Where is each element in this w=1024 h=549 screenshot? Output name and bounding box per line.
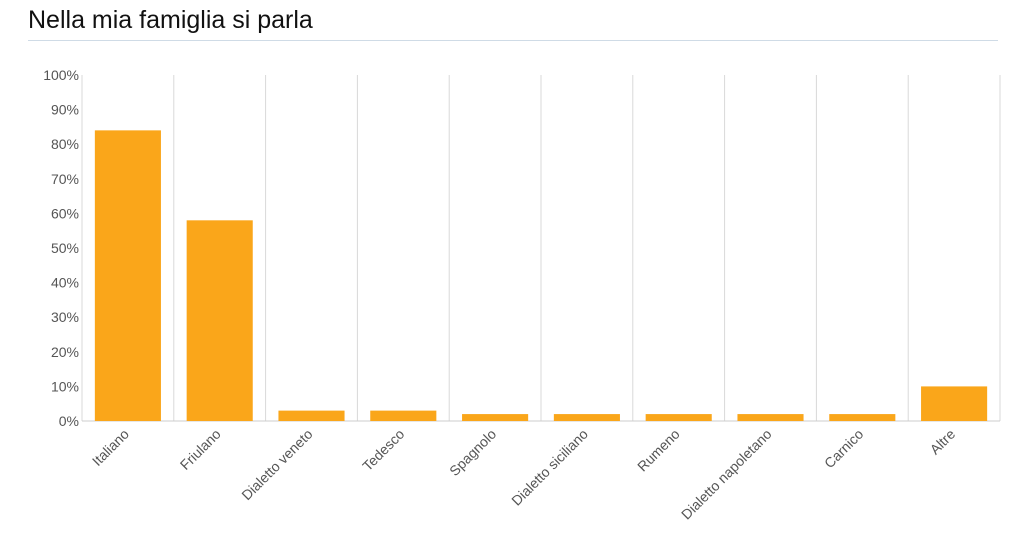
bar [553, 414, 620, 421]
y-tick-label: 40% [51, 275, 79, 291]
y-tick-label: 50% [51, 240, 79, 256]
x-category-label: Tedesco [359, 426, 407, 474]
bar [186, 220, 253, 421]
bar [737, 414, 804, 421]
title-divider [28, 40, 998, 41]
x-category-label: Altre [927, 426, 959, 458]
x-category-label: Friulano [177, 426, 224, 473]
x-category-label: Dialetto siciliano [508, 426, 591, 509]
y-tick-label: 90% [51, 102, 79, 118]
x-category-label: Dialetto veneto [238, 426, 316, 504]
bar [829, 414, 896, 421]
y-tick-label: 20% [51, 344, 79, 360]
bar [921, 386, 988, 421]
bar [370, 410, 437, 421]
x-category-label: Dialetto napoletano [678, 426, 775, 523]
y-tick-label: 60% [51, 205, 79, 221]
bar [278, 410, 345, 421]
chart-title: Nella mia famiglia si parla [28, 6, 313, 34]
y-tick-label: 80% [51, 136, 79, 152]
bar [462, 414, 529, 421]
x-category-label: Spagnolo [446, 426, 499, 479]
x-category-label: Carnico [821, 426, 867, 472]
x-category-label: Italiano [89, 426, 132, 469]
y-tick-label: 70% [51, 171, 79, 187]
bar [645, 414, 712, 421]
bar [94, 130, 161, 422]
y-tick-label: 100% [43, 67, 79, 83]
y-tick-label: 10% [51, 378, 79, 394]
y-tick-label: 0% [59, 413, 79, 429]
y-tick-label: 30% [51, 309, 79, 325]
x-category-label: Rumeno [634, 426, 683, 475]
